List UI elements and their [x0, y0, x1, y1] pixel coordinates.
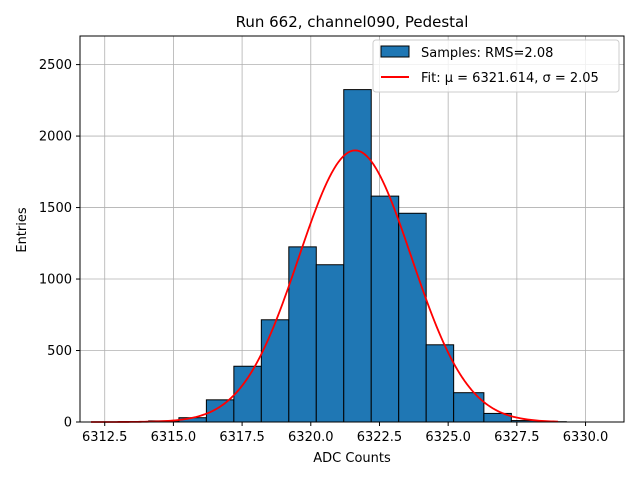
plot-frame: [79, 35, 625, 423]
histogram-bars: [120, 89, 567, 423]
histogram-bar: [233, 365, 262, 423]
y-tick-label: 0: [64, 416, 72, 431]
histogram-bar: [343, 89, 372, 423]
histogram-bar: [398, 212, 427, 423]
y-tick-label: 2500: [39, 58, 72, 73]
y-tick-label: 500: [47, 344, 72, 359]
fit-curve: [90, 149, 559, 423]
y-axis-ticks: 0 500 1000 1500 2000 2500: [39, 58, 80, 431]
legend: Samples: RMS=2.08 Fit: μ = 6321.614, σ =…: [372, 39, 620, 93]
y-tick-label: 1000: [39, 273, 72, 288]
legend-swatch-samples: [380, 45, 410, 58]
chart-title: Run 662, channel090, Pedestal: [236, 13, 469, 31]
x-tick-label: 6317.5: [219, 430, 265, 445]
legend-label-fit: Fit: μ = 6321.614, σ = 2.05: [421, 71, 599, 86]
histogram-bar: [260, 319, 290, 423]
y-axis-label: Entries: [15, 207, 30, 253]
histogram-bar: [205, 399, 235, 423]
legend-label-samples: Samples: RMS=2.08: [421, 46, 553, 61]
x-tick-label: 6320.0: [288, 430, 334, 445]
legend-box: [372, 39, 620, 93]
x-axis-ticks: 6312.5 6315.0 6317.5 6320.0 6322.5 6325.0 6327…: [82, 422, 608, 445]
x-tick-label: 6330.0: [563, 430, 609, 445]
y-tick-label: 1500: [39, 201, 72, 216]
y-tick-label: 2000: [39, 130, 72, 145]
x-tick-label: 6327.5: [494, 430, 540, 445]
histogram-bar: [425, 344, 455, 423]
histogram-bar: [370, 195, 400, 423]
histogram-bar: [315, 264, 345, 423]
x-tick-label: 6322.5: [357, 430, 403, 445]
x-tick-label: 6312.5: [82, 430, 128, 445]
x-axis-label: ADC Counts: [313, 451, 391, 466]
x-tick-label: 6325.0: [425, 430, 471, 445]
x-tick-label: 6315.0: [151, 430, 197, 445]
